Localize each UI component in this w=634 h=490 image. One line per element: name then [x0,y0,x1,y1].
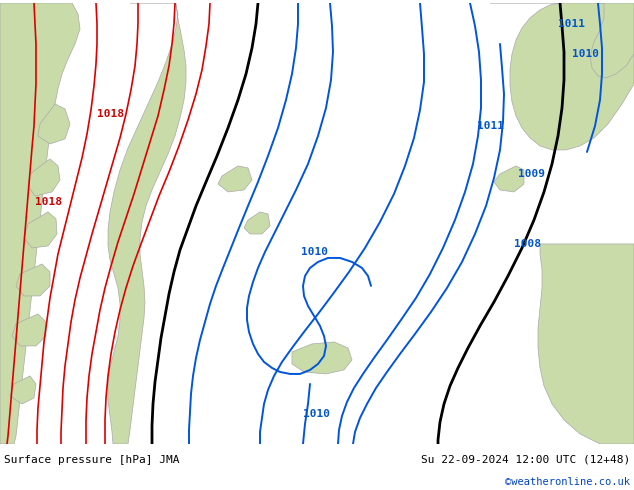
Text: 1018: 1018 [96,109,124,119]
Polygon shape [0,3,80,444]
Text: Su 22-09-2024 12:00 UTC (12+48): Su 22-09-2024 12:00 UTC (12+48) [421,455,630,465]
Polygon shape [12,314,46,346]
Polygon shape [16,264,50,296]
Polygon shape [38,104,70,144]
Polygon shape [590,3,634,78]
Polygon shape [108,3,186,444]
Text: ©weatheronline.co.uk: ©weatheronline.co.uk [505,477,630,487]
Polygon shape [28,159,60,196]
Text: 1010: 1010 [572,49,599,59]
Text: 1008: 1008 [514,239,541,249]
Polygon shape [24,212,57,248]
Polygon shape [244,212,270,234]
Polygon shape [10,376,36,404]
Text: 1018: 1018 [34,197,61,207]
Text: 1010: 1010 [302,409,330,419]
Text: 1011: 1011 [477,121,503,131]
Text: 1011: 1011 [558,19,585,29]
Polygon shape [292,342,352,374]
Polygon shape [494,166,524,192]
Polygon shape [490,3,634,150]
Text: 1010: 1010 [301,247,328,257]
Text: Surface pressure [hPa] JMA: Surface pressure [hPa] JMA [4,455,179,465]
Text: 1009: 1009 [518,169,545,179]
Polygon shape [218,166,252,192]
Polygon shape [538,244,634,444]
